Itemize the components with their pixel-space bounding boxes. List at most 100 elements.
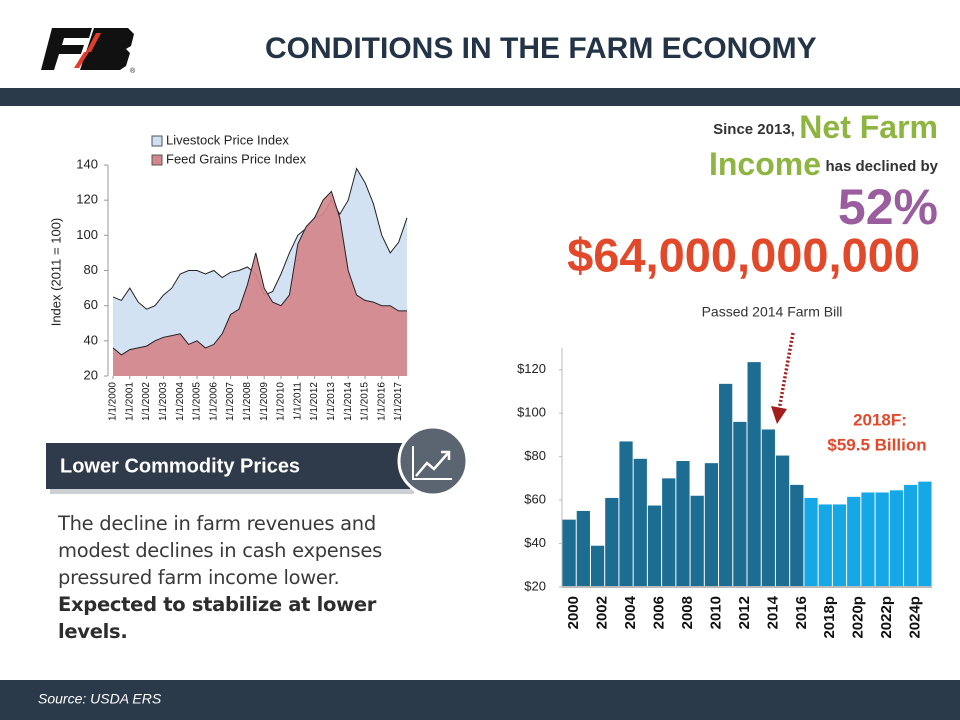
- bar: [576, 510, 590, 587]
- bar: [804, 497, 818, 587]
- x-tick-label: 2002: [594, 596, 611, 629]
- percent: 52%: [838, 179, 938, 235]
- x-tick-label: 2010: [707, 596, 724, 629]
- logo-f: [41, 28, 92, 70]
- icon-circle: [397, 425, 469, 497]
- x-tick-label: 2018p: [821, 596, 838, 639]
- legend-label: Livestock Price Index: [166, 132, 289, 147]
- logo-mark: ®: [130, 67, 136, 75]
- x-tick-label: 1/1/2004: [175, 382, 186, 421]
- logo: ®: [41, 28, 136, 75]
- bar: [904, 484, 918, 587]
- x-tick-label: 1/1/2012: [309, 382, 320, 421]
- x-tick-label: 2008: [679, 596, 696, 629]
- bar: [847, 496, 861, 587]
- x-tick-label: 1/1/2003: [158, 382, 169, 421]
- title: CONDITIONS IN THE FARM ECONOMY: [265, 32, 817, 65]
- metric: Income: [709, 146, 821, 182]
- x-tick-label: 1/1/2005: [192, 382, 203, 421]
- x-tick-label: 2012: [736, 596, 753, 629]
- bar: [790, 484, 804, 587]
- y-tick-label: $100: [517, 405, 546, 420]
- legend-swatch: [151, 154, 163, 166]
- bar: [861, 492, 875, 587]
- bar: [818, 504, 832, 587]
- bar: [832, 504, 847, 587]
- y-tick-label: $120: [517, 361, 546, 376]
- annotation: $59.5 Billion: [827, 435, 926, 454]
- bar: [747, 362, 761, 587]
- bar: [662, 478, 676, 587]
- bar: [704, 463, 719, 587]
- x-tick-label: 1/1/2016: [376, 382, 387, 421]
- callout-box: [46, 443, 410, 489]
- x-tick-label: 2016: [793, 596, 810, 629]
- icon-line: [415, 451, 450, 477]
- y-tick-label: 100: [76, 227, 98, 242]
- icon-arrow: [441, 450, 451, 460]
- y-tick-label: $20: [524, 578, 546, 593]
- logo-slash: [74, 52, 89, 68]
- x-tick-label: 1/1/2013: [326, 382, 337, 421]
- bar: [775, 455, 790, 587]
- y-axis-label: Index (2011 = 100): [48, 218, 63, 327]
- declined: has declined by: [825, 158, 938, 175]
- bar: [676, 460, 690, 587]
- x-tick-label: 2020p: [850, 596, 867, 639]
- x-tick-label: 2022p: [878, 596, 895, 639]
- paragraph-text: The decline in farm revenues and modest …: [58, 512, 382, 589]
- annotation: 2018F:: [853, 410, 907, 429]
- x-tick-label: 1/1/2007: [225, 382, 236, 421]
- y-tick-label: 20: [84, 367, 98, 382]
- y-tick-label: 120: [76, 192, 98, 207]
- header-bar: [0, 88, 960, 106]
- x-tick-label: 1/1/2000: [108, 382, 119, 421]
- footer-bar: [0, 680, 960, 720]
- y-tick-label: 140: [76, 156, 98, 171]
- bar: [690, 495, 704, 587]
- bar: [889, 490, 904, 587]
- bar: [918, 481, 932, 587]
- x-tick-label: 1/1/2009: [259, 382, 270, 421]
- y-tick-label: $80: [524, 448, 546, 463]
- area-fill: [113, 191, 407, 376]
- y-tick-label: 40: [84, 332, 98, 347]
- bar: [619, 441, 633, 587]
- logo-slash: [86, 33, 101, 52]
- x-tick-label: 2006: [650, 596, 667, 629]
- x-tick-label: 2024p: [907, 596, 924, 639]
- x-tick-label: 1/1/2011: [292, 382, 303, 421]
- bar: [562, 519, 576, 587]
- callout-label: Lower Commodity Prices: [60, 455, 300, 477]
- headline-line1: Since 2013, Net Farm: [713, 109, 938, 145]
- x-tick-label: 1/1/2014: [343, 382, 354, 421]
- y-tick-label: 60: [84, 297, 98, 312]
- paragraph-bold: Expected to stabilize at lower levels.: [58, 593, 377, 643]
- bar: [633, 458, 647, 587]
- bar: [605, 497, 619, 587]
- area-line: [112, 190, 407, 356]
- x-tick-label: 1/1/2002: [141, 382, 152, 421]
- since: Since 2013,: [713, 121, 795, 138]
- annotation-arrowhead: [771, 406, 787, 424]
- x-tick-label: 2004: [622, 595, 639, 629]
- bar: [875, 492, 889, 587]
- headline-line2: Income has declined by: [709, 146, 939, 182]
- legend-label: Feed Grains Price Index: [166, 151, 307, 166]
- metric: Net Farm: [799, 109, 938, 145]
- icon-axis: [412, 446, 452, 480]
- x-tick-label: 1/1/2006: [208, 382, 219, 421]
- x-tick-label: 1/1/2001: [124, 382, 135, 421]
- x-tick-label: 1/1/2017: [393, 382, 404, 421]
- y-tick-label: $40: [524, 535, 546, 550]
- bar: [647, 505, 662, 587]
- paragraph: The decline in farm revenues and modest …: [58, 510, 403, 645]
- bar: [590, 545, 605, 587]
- legend-swatch: [151, 135, 163, 147]
- x-tick-label: 1/1/2015: [360, 382, 371, 421]
- annotation: Passed 2014 Farm Bill: [702, 304, 843, 320]
- bar: [733, 421, 747, 587]
- bar: [761, 429, 775, 587]
